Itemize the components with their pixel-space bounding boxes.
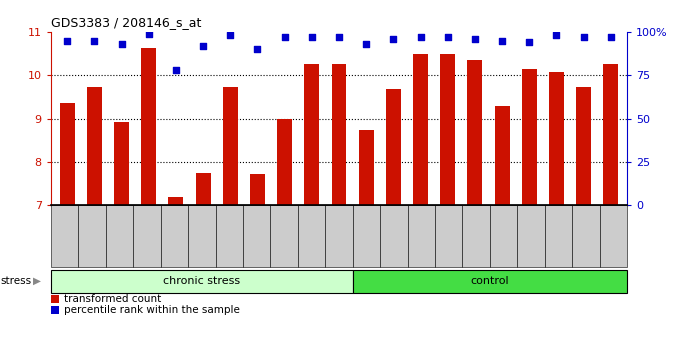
Point — [279, 34, 290, 40]
Bar — [325, 32, 353, 205]
Bar — [413, 55, 428, 205]
Point — [469, 36, 480, 42]
Point — [116, 41, 127, 47]
Bar — [298, 32, 325, 205]
Bar — [576, 87, 591, 205]
Bar — [189, 32, 217, 205]
Point — [252, 46, 263, 52]
Bar — [359, 130, 374, 205]
Bar — [467, 60, 482, 205]
Bar — [461, 32, 489, 205]
Bar — [223, 87, 238, 205]
Bar — [440, 55, 455, 205]
Bar — [304, 64, 319, 205]
Bar — [81, 32, 108, 205]
Point — [143, 31, 154, 36]
Bar — [549, 72, 564, 205]
Bar — [543, 32, 570, 205]
Text: stress: stress — [0, 276, 31, 286]
Bar — [108, 32, 135, 205]
Bar — [114, 122, 129, 205]
Bar — [570, 32, 597, 205]
Point — [334, 34, 344, 40]
Bar — [353, 32, 380, 205]
Bar — [54, 32, 81, 205]
Bar — [244, 32, 271, 205]
Bar — [522, 69, 537, 205]
Point — [89, 38, 100, 44]
Point — [497, 38, 508, 44]
Bar — [489, 32, 516, 205]
Text: percentile rank within the sample: percentile rank within the sample — [64, 305, 240, 315]
Bar — [217, 32, 244, 205]
Point — [605, 34, 616, 40]
Text: control: control — [471, 276, 509, 286]
Bar — [87, 87, 102, 205]
Text: GDS3383 / 208146_s_at: GDS3383 / 208146_s_at — [51, 16, 201, 29]
Bar — [386, 89, 401, 205]
Text: chronic stress: chronic stress — [163, 276, 240, 286]
Bar — [141, 48, 156, 205]
Point — [62, 38, 73, 44]
Bar — [380, 32, 407, 205]
Point — [524, 39, 535, 45]
Point — [170, 67, 181, 73]
Bar — [135, 32, 162, 205]
Bar — [60, 103, 75, 205]
Point — [442, 34, 453, 40]
Point — [361, 41, 372, 47]
Point — [551, 33, 562, 38]
Bar — [277, 119, 292, 205]
Bar — [434, 32, 461, 205]
Bar — [597, 32, 624, 205]
Point — [415, 34, 426, 40]
Bar — [271, 32, 298, 205]
Bar — [196, 173, 211, 205]
Text: ▶: ▶ — [33, 276, 41, 286]
Bar — [250, 174, 265, 205]
Text: transformed count: transformed count — [64, 294, 161, 304]
Bar — [168, 197, 183, 205]
Bar — [603, 63, 618, 205]
Point — [225, 33, 236, 38]
Bar — [332, 63, 346, 205]
Bar — [495, 105, 510, 205]
Point — [388, 36, 399, 42]
Bar — [516, 32, 543, 205]
Bar — [407, 32, 434, 205]
Bar — [162, 32, 189, 205]
Point — [578, 34, 589, 40]
Point — [306, 34, 317, 40]
Point — [198, 43, 209, 48]
